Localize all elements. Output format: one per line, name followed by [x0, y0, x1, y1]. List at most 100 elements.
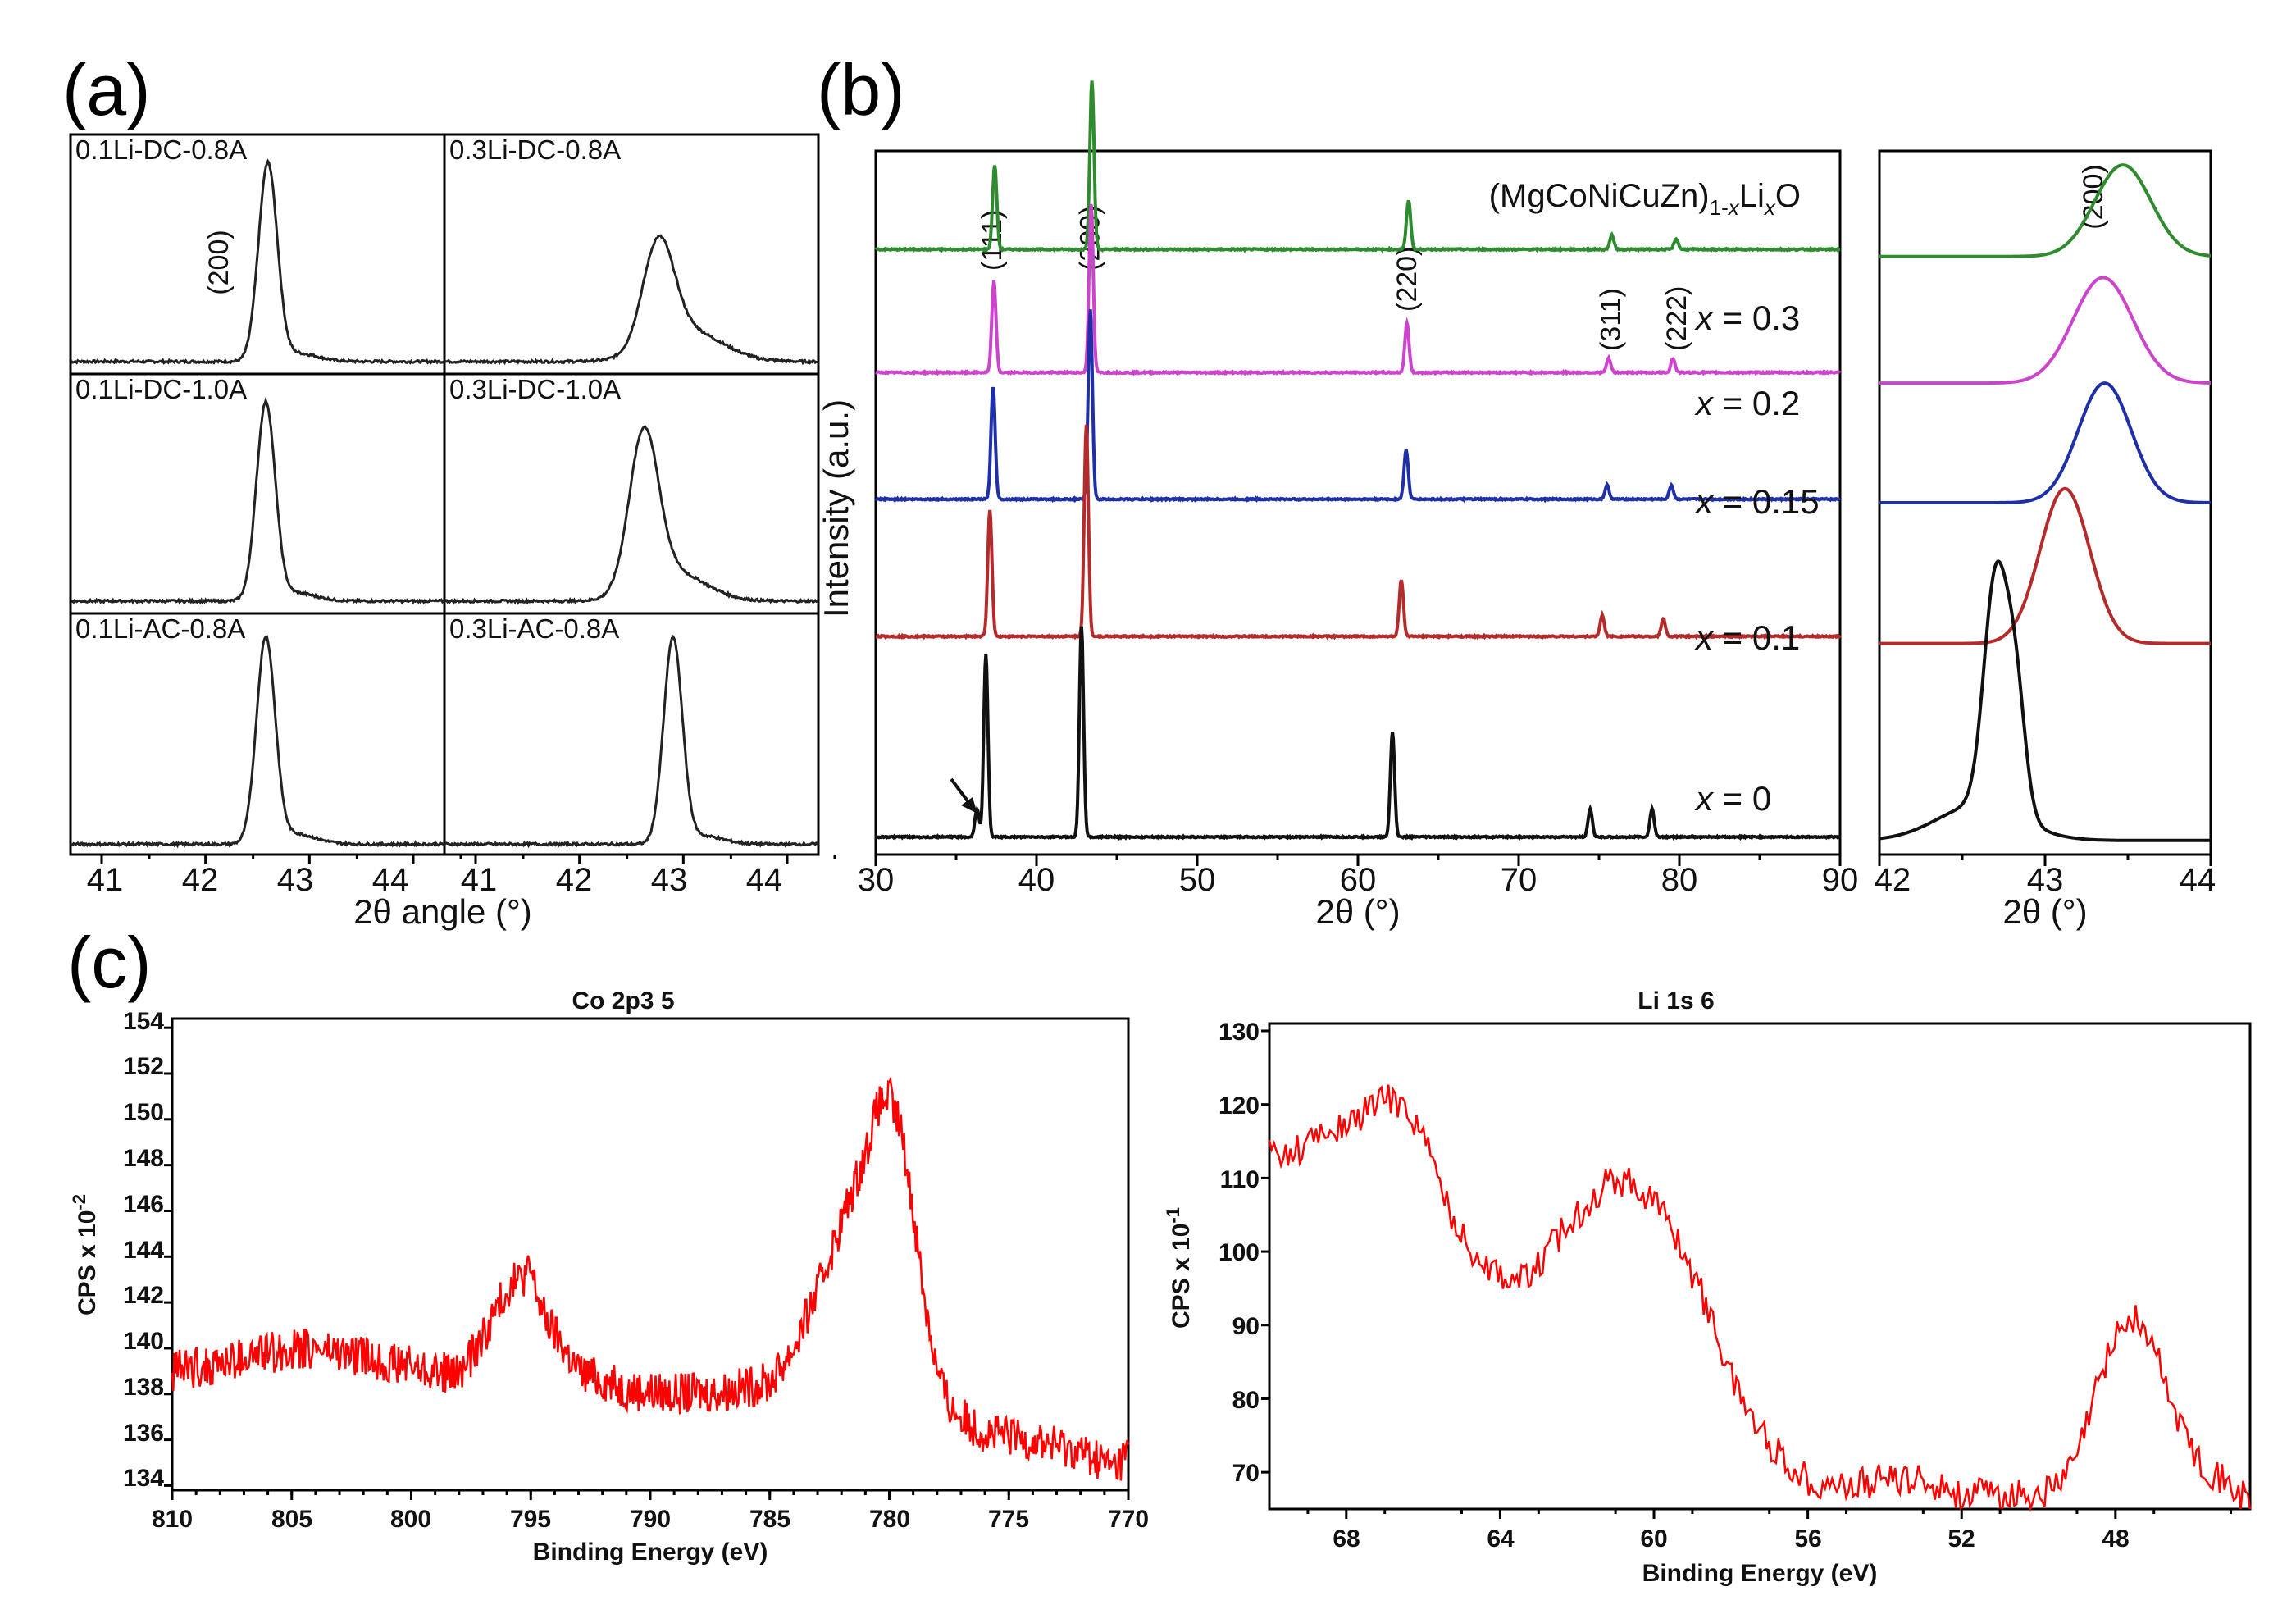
tick-label: 805 [271, 1506, 312, 1533]
tick-label: 90 [1232, 1313, 1260, 1340]
x-axis-ticks-a [100, 855, 836, 864]
series-labels-b: x = 0.3 x = 0.2 x = 0.15 x = 0.1 x = 0 [1694, 299, 1820, 818]
xrd-trace-x-0.15 [874, 309, 1840, 504]
xrd-trace-0.1Li-DC-1.0A [70, 396, 446, 605]
tick-label: 42 [1875, 862, 1911, 898]
inset-trace-x-0.3 [1879, 163, 2211, 258]
plot-a-4 [69, 612, 446, 856]
axis-ticks-li [1261, 1029, 2233, 1519]
figure-label-b: (b) [817, 49, 905, 130]
sample-label: 0.1Li-AC-0.8A [75, 613, 245, 644]
inset-trace-x-0.1 [1879, 486, 2211, 645]
panel-a: (a) 0.1Li-DC-0.8A 0.3Li-DC-0.8A 0.1Li-DC… [62, 49, 836, 931]
tick-label: 80 [1661, 862, 1698, 898]
xrd-trace-x-0.1 [875, 424, 1842, 641]
tick-label: 50 [1179, 862, 1216, 898]
x-tick-labels-co: 810 805 800 795 790 785 780 775 770 [152, 1506, 1149, 1533]
tick-label: 64 [1487, 1525, 1515, 1552]
tick-label: 146 [123, 1191, 164, 1218]
tick-label: 154 [123, 1008, 164, 1035]
x-axis-title-b: 2θ (°) [1315, 892, 1400, 931]
tick-label: 48 [2102, 1525, 2129, 1552]
tick-label: 70 [1232, 1460, 1260, 1487]
tick-label: 785 [749, 1506, 790, 1533]
x-tick-labels-li: 68 64 60 56 52 48 [1332, 1525, 2129, 1552]
inset-trace-x-0.2 [1879, 276, 2212, 385]
inset-trace-x-0.15 [1879, 381, 2212, 504]
tick-label: 120 [1219, 1092, 1260, 1119]
xrd-trace-0.3Li-DC-0.8A [444, 234, 819, 366]
xps-title-li: Li 1s 6 [1638, 987, 1714, 1014]
x-axis-title-inset: 2θ (°) [2002, 892, 2087, 931]
series-label-x-0.2: x = 0.2 [1694, 384, 1800, 422]
figure-label-a: (a) [62, 49, 151, 130]
plot-c-co [171, 1017, 1130, 1492]
tick-label: 60 [1640, 1525, 1667, 1552]
xrd-trace-x-0.2 [875, 203, 1842, 376]
series-label-x-0: x = 0 [1694, 779, 1771, 818]
tick-label: 90 [1822, 862, 1859, 898]
tick-label: 43 [651, 862, 688, 898]
series-label-x-0.1: x = 0.1 [1694, 618, 1800, 657]
compound-formula: (MgCoNiCuZn)1-xLixO [1489, 178, 1801, 220]
sample-label: 0.3Li-AC-0.8A [449, 613, 619, 644]
tick-label: 41 [87, 862, 124, 898]
tick-label: 40 [1018, 862, 1055, 898]
sample-label: 0.1Li-DC-0.8A [75, 134, 247, 165]
sample-label: 0.3Li-DC-0.8A [449, 134, 621, 165]
xps-trace-co-2p3 [171, 1076, 1130, 1481]
tick-label: 110 [1220, 1166, 1260, 1193]
peak-label-311: (311) [1596, 288, 1627, 351]
tick-label: 41 [461, 862, 498, 898]
xps-trace-li-1s [1268, 1084, 2252, 1513]
sample-label: 0.3Li-DC-1.0A [449, 374, 621, 404]
peak-label-200-inset: (200) [2078, 164, 2109, 229]
tick-label: 52 [1947, 1525, 1975, 1552]
tick-label: 800 [390, 1506, 431, 1533]
y-tick-labels-li: 70 80 90 100 110 120 130 [1219, 1019, 1260, 1487]
x-axis-title-li: Binding Energy (eV) [1642, 1560, 1878, 1587]
tick-label: 150 [123, 1099, 164, 1126]
peak-label-200: (200) [203, 230, 235, 294]
panel-c: (c) Co 2p3 5 810 805 800 795 790 785 780… [67, 922, 2252, 1587]
sample-label: 0.1Li-DC-1.0A [75, 374, 247, 404]
xps-title-co: Co 2p3 5 [572, 987, 674, 1014]
tick-label: 100 [1219, 1239, 1260, 1266]
series-label-x-0.3: x = 0.3 [1694, 299, 1800, 337]
tick-label: 140 [123, 1328, 164, 1355]
figure-label-c: (c) [67, 922, 152, 1003]
panel-b: (b) Intensity (a.u.) (MgCoNiCuZn)1-xLixO… [817, 49, 2216, 931]
tick-label: 43 [2027, 862, 2064, 898]
tick-label: 30 [858, 862, 895, 898]
tick-label: 775 [988, 1506, 1029, 1533]
x-axis-title-a: 2θ angle (°) [353, 892, 532, 931]
axis-ticks-co [164, 1026, 1130, 1500]
tick-label: 42 [182, 862, 219, 898]
xrd-trace-x-0.3 [874, 80, 1841, 253]
xrd-trace-0.3Li-AC-0.8A [443, 634, 820, 849]
x-axis-ticks-inset [1878, 855, 2212, 866]
tick-label: 144 [123, 1237, 164, 1264]
tick-label: 134 [123, 1465, 164, 1492]
tick-label: 130 [1219, 1019, 1260, 1046]
tick-label: 795 [510, 1506, 551, 1533]
plot-a-5 [443, 612, 820, 856]
tick-label: 60 [1340, 862, 1377, 898]
tick-label: 68 [1332, 1525, 1360, 1552]
y-axis-title-li: CPS x 10-1 [1163, 1207, 1195, 1329]
y-axis-title-b: Intensity (a.u.) [817, 399, 855, 618]
peak-label-222: (222) [1661, 286, 1692, 351]
tick-label: 80 [1232, 1387, 1260, 1414]
plot-c-li [1268, 1022, 2252, 1511]
tick-label: 148 [123, 1145, 164, 1172]
inset-trace-x-0 [1879, 559, 2211, 842]
plot-a-2 [69, 372, 446, 615]
arrow-annotation [950, 777, 977, 814]
tick-label: 42 [556, 862, 593, 898]
peak-label-220: (220) [1392, 247, 1423, 312]
xrd-trace-0.1Li-DC-0.8A [70, 158, 445, 365]
tick-label: 44 [746, 862, 783, 898]
tick-label: 138 [123, 1374, 164, 1401]
tick-label: 142 [123, 1282, 164, 1309]
